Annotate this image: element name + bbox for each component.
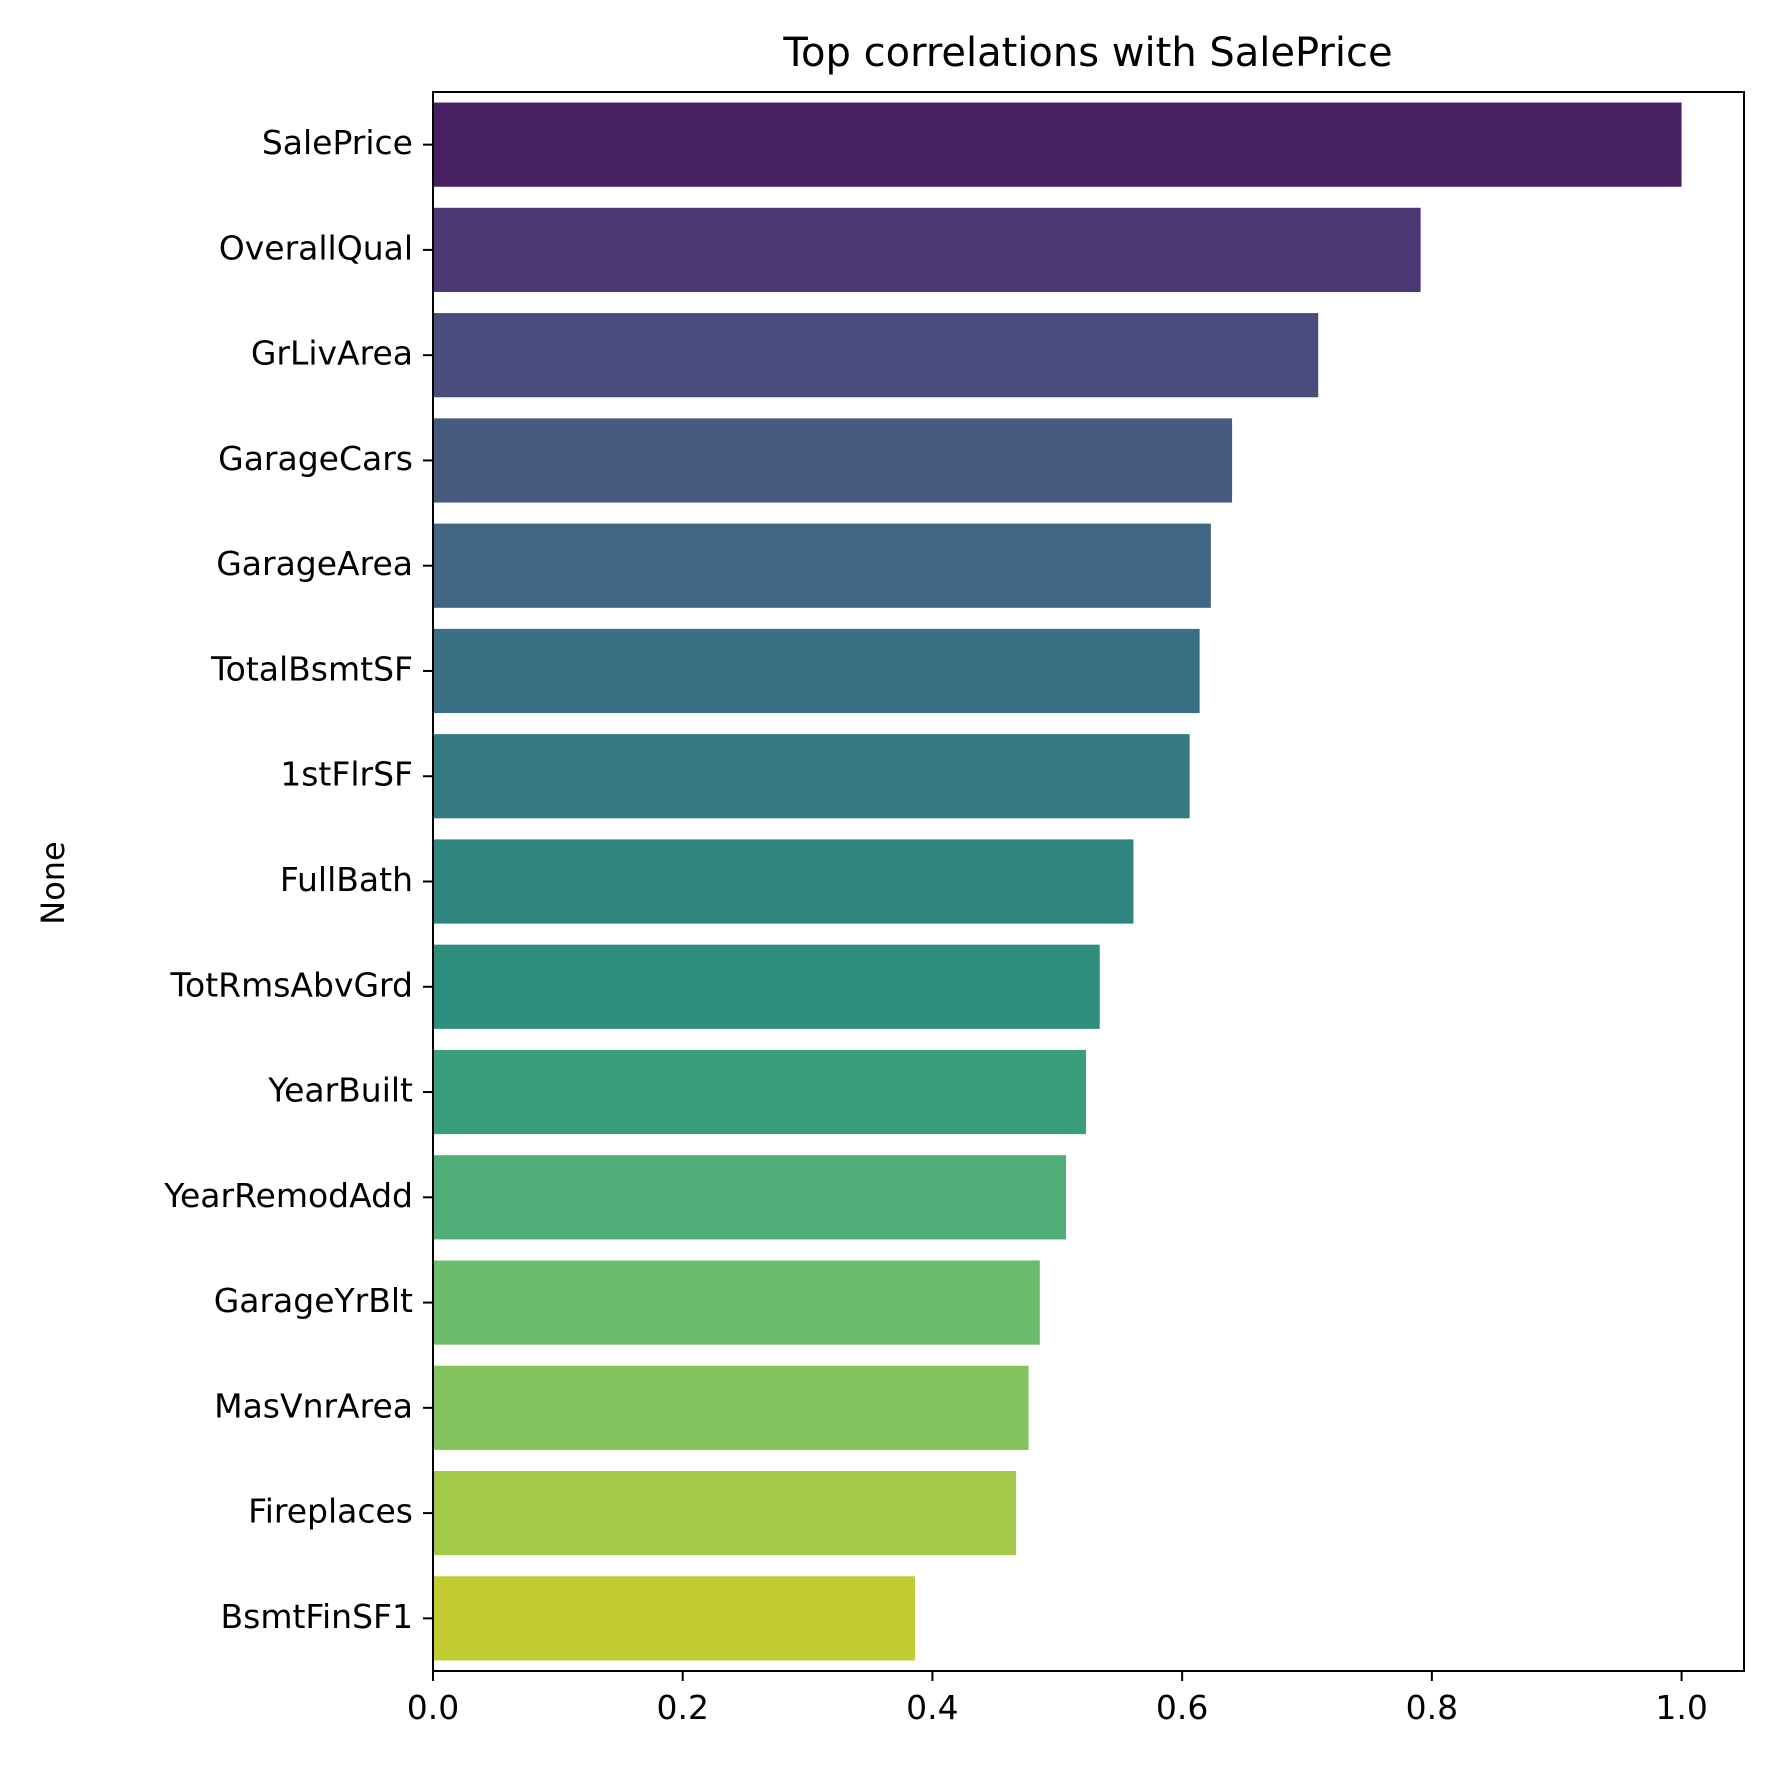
bar-saleprice — [433, 102, 1682, 187]
y-tick-label: YearBuilt — [267, 1071, 413, 1110]
y-tick-label: GarageArea — [216, 544, 413, 583]
plot-area-frame — [432, 91, 1745, 1672]
y-tick-label: OverallQual — [219, 228, 413, 267]
chart-title: Top correlations with SalePrice — [782, 30, 1392, 76]
bar-garageyrblt — [433, 1260, 1040, 1345]
bar-bsmtfinsf1 — [433, 1576, 915, 1661]
y-tick-label: GarageYrBlt — [214, 1281, 413, 1320]
x-tick-label: 0.8 — [1406, 1688, 1458, 1727]
y-tick-label: GrLivArea — [251, 334, 413, 373]
y-tick-label: SalePrice — [262, 123, 413, 162]
bar-1stflrsf — [433, 734, 1190, 819]
y-tick-label: 1stFlrSF — [280, 755, 413, 794]
y-axis-ticks: SalePrice OverallQual GrLivArea GarageCars G… — [163, 123, 433, 1636]
x-tick-label: 0.0 — [407, 1688, 459, 1727]
bar-overallqual — [433, 207, 1421, 293]
bar-totalbsmtsf — [433, 628, 1200, 714]
bar-grlivarea — [433, 313, 1319, 398]
bar-totrmsabvgrd — [433, 944, 1100, 1029]
x-tick-label: 0.2 — [656, 1688, 708, 1727]
y-tick-label: YearRemodAdd — [163, 1176, 413, 1215]
bar-yearbuilt — [433, 1049, 1087, 1135]
bars-group — [433, 102, 1682, 1661]
bar-masvnrarea — [433, 1365, 1029, 1450]
bar-yearremodadd — [433, 1155, 1067, 1240]
y-tick-label: BsmtFinSF1 — [220, 1597, 413, 1636]
y-tick-label: FullBath — [280, 860, 413, 899]
y-tick-label: TotRmsAbvGrd — [169, 965, 413, 1004]
y-tick-label: Fireplaces — [248, 1492, 413, 1531]
y-tick-label: MasVnrArea — [214, 1386, 413, 1425]
y-axis-label: None — [34, 841, 72, 924]
y-tick-label: TotalBsmtSF — [210, 649, 413, 688]
bar-garagecars — [433, 418, 1233, 503]
bar-garagearea — [433, 523, 1211, 608]
x-axis-ticks: 0.0 0.2 0.4 0.6 0.8 1.0 — [407, 1671, 1708, 1727]
x-tick-label: 0.6 — [1156, 1688, 1208, 1727]
x-tick-label: 1.0 — [1655, 1688, 1707, 1727]
y-tick-label: GarageCars — [218, 439, 413, 478]
bar-fullbath — [433, 839, 1134, 924]
bar-fireplaces — [433, 1470, 1017, 1556]
x-tick-label: 0.4 — [906, 1688, 958, 1727]
